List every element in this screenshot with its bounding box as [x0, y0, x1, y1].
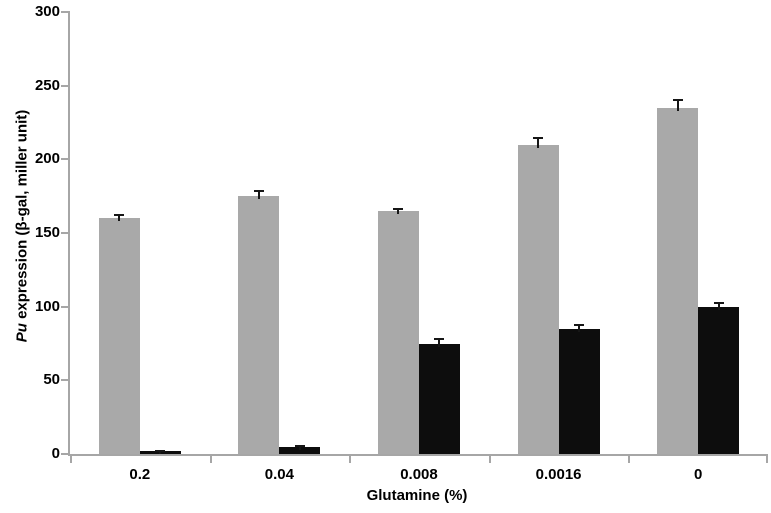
error-bar	[253, 190, 264, 200]
x-axis-tick	[70, 454, 72, 463]
x-axis-tick	[628, 454, 631, 463]
y-axis-tick-label: 300	[34, 3, 60, 20]
gray-series-bar	[517, 137, 559, 454]
error-bar-cap	[434, 337, 445, 340]
x-axis-tick	[209, 454, 212, 463]
x-axis-title: Glutamine (%)	[366, 487, 468, 504]
error-bar-cap	[294, 445, 305, 448]
y-axis-tick-label: 0	[51, 445, 60, 462]
error-bar	[533, 137, 544, 148]
error-bar-cap	[393, 207, 404, 210]
y-axis-tick-label: 200	[34, 150, 60, 168]
x-axis-tick	[349, 454, 352, 463]
error-bar	[434, 337, 445, 347]
error-bar-cap	[533, 137, 544, 140]
bar-group	[70, 12, 210, 455]
y-axis-title-gene: Pu	[13, 323, 31, 343]
error-bar-cap	[253, 190, 264, 193]
y-axis-tick	[61, 379, 70, 382]
y-axis-tick-label: 250	[34, 76, 60, 94]
error-bar	[713, 302, 724, 310]
black-series-bar	[279, 445, 321, 454]
y-axis-title-text: expression (β-gal, miller unit)	[13, 109, 31, 324]
bar-group	[349, 12, 489, 454]
error-bar	[393, 207, 404, 214]
black-series-bar	[698, 302, 740, 454]
gray-series-bar	[377, 207, 419, 454]
plot-area: 0 50 100 150 200 250 300 0.2 0.04 0.008 0.0016 0	[35, 3, 768, 483]
error-bar-cap	[574, 324, 585, 327]
bar-group	[489, 12, 629, 454]
bar-group	[210, 12, 350, 454]
gray-series-bar	[98, 213, 140, 454]
bar-group	[628, 12, 768, 454]
error-bar-cap	[114, 213, 125, 216]
error-bar-cap	[672, 98, 683, 101]
black-series-bar	[558, 324, 600, 454]
y-axis-tick-label: 100	[34, 297, 60, 315]
y-axis-tick	[61, 84, 70, 87]
error-bar-cap	[713, 302, 724, 305]
error-bar	[114, 213, 125, 222]
black-series-bar	[418, 337, 460, 454]
x-axis-category-label: 0.0016	[535, 466, 582, 483]
x-axis-category-label: 0.008	[400, 466, 438, 483]
error-bar-cap	[155, 449, 166, 452]
x-axis-tick	[488, 454, 491, 463]
y-axis-tick	[61, 305, 70, 308]
x-axis-category-label: 0.04	[264, 466, 294, 483]
black-series-bar	[139, 449, 181, 455]
error-bar	[294, 445, 305, 450]
x-axis-category-label: 0	[694, 466, 703, 483]
error-bar	[574, 324, 585, 332]
x-axis-tick	[766, 454, 768, 463]
error-bar	[155, 449, 166, 455]
y-axis-tick	[61, 158, 70, 161]
x-axis-category-label: 0.2	[129, 466, 151, 483]
y-axis-tick	[61, 11, 70, 13]
y-axis-tick	[61, 232, 70, 234]
y-axis-tick-label: 50	[43, 371, 60, 389]
y-axis-tick	[61, 453, 70, 455]
error-bar	[672, 98, 683, 111]
y-axis-tick-label: 150	[34, 224, 60, 241]
gray-series-bar	[238, 190, 280, 454]
gray-series-bar	[657, 98, 699, 454]
